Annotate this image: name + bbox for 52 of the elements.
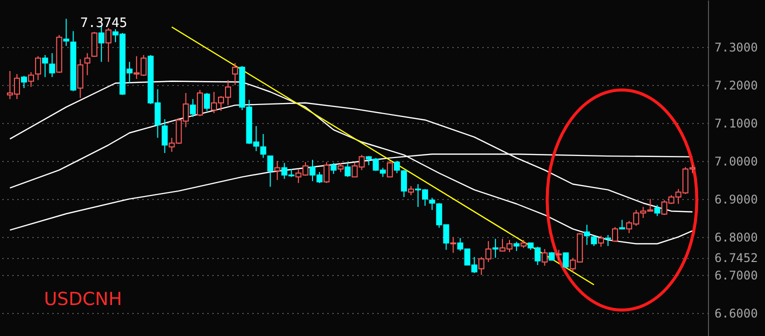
candlestick	[492, 238, 498, 258]
candlestick	[400, 170, 407, 198]
y-tick-label: 7.1000	[714, 116, 758, 131]
candlestick	[598, 235, 604, 248]
candlestick	[204, 92, 210, 112]
candlestick	[77, 58, 84, 98]
annotation: 7.3745	[80, 16, 128, 31]
candlestick	[514, 241, 520, 252]
candlestick	[84, 52, 90, 76]
candlestick	[35, 56, 42, 81]
candlestick	[590, 235, 597, 247]
candlestick	[42, 54, 48, 78]
y-tick-label: 7.0000	[714, 154, 758, 168]
candlestick	[330, 162, 337, 174]
candlestick	[324, 162, 330, 184]
y-tick-label: 6.6000	[714, 306, 758, 320]
y-tick-label: 7.2000	[714, 78, 758, 93]
candlestick	[49, 52, 56, 78]
candlestick	[232, 62, 238, 86]
candlestick	[619, 219, 626, 230]
candlestick	[654, 204, 660, 217]
candlestick	[91, 31, 98, 58]
y-tick-label: 6.7452	[714, 251, 758, 266]
y-tick-label: 6.9000	[714, 192, 758, 206]
candlestick	[612, 226, 618, 242]
candlestick	[190, 98, 196, 118]
candlestick	[429, 197, 436, 210]
candlestick	[344, 162, 351, 178]
line-series	[9, 80, 694, 244]
y-tick-label: 6.7000	[714, 268, 758, 282]
text: USDCNH	[44, 289, 122, 310]
y-tick-label: 6.8000	[714, 230, 758, 244]
candlestick	[562, 252, 569, 269]
candlestick	[450, 236, 456, 254]
candlestick	[556, 249, 562, 261]
candlestick	[105, 28, 112, 62]
candlestick	[394, 160, 400, 174]
y-tick-label: 7.3000	[714, 40, 758, 55]
candlestick	[162, 118, 168, 154]
candlestick	[338, 162, 344, 172]
candlestick	[260, 134, 266, 158]
candlestick	[267, 156, 274, 188]
candlestick	[274, 160, 280, 180]
candlestick	[386, 160, 393, 178]
candlestick	[28, 72, 34, 88]
candlestick	[584, 224, 590, 246]
candlestick	[196, 89, 203, 117]
candlestick	[408, 186, 414, 196]
candlestick	[605, 234, 612, 247]
candlestick	[542, 248, 548, 266]
candlestick	[98, 26, 104, 62]
candlestick	[21, 75, 27, 89]
